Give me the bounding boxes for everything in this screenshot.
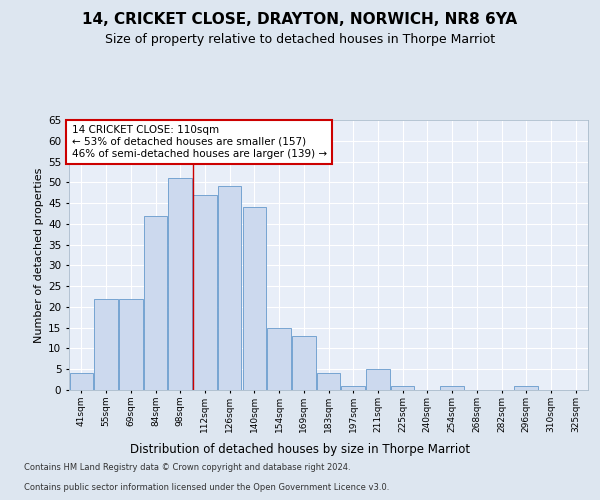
Text: Size of property relative to detached houses in Thorpe Marriot: Size of property relative to detached ho…: [105, 32, 495, 46]
Text: 14 CRICKET CLOSE: 110sqm
← 53% of detached houses are smaller (157)
46% of semi-: 14 CRICKET CLOSE: 110sqm ← 53% of detach…: [71, 126, 327, 158]
Bar: [317, 374, 340, 390]
Bar: [193, 195, 217, 390]
Bar: [292, 336, 316, 390]
Bar: [242, 207, 266, 390]
Bar: [169, 178, 192, 390]
Bar: [119, 298, 143, 390]
Bar: [144, 216, 167, 390]
Text: Contains public sector information licensed under the Open Government Licence v3: Contains public sector information licen…: [24, 484, 389, 492]
Bar: [341, 386, 365, 390]
Text: 14, CRICKET CLOSE, DRAYTON, NORWICH, NR8 6YA: 14, CRICKET CLOSE, DRAYTON, NORWICH, NR8…: [82, 12, 518, 28]
Text: Distribution of detached houses by size in Thorpe Marriot: Distribution of detached houses by size …: [130, 442, 470, 456]
Bar: [94, 298, 118, 390]
Y-axis label: Number of detached properties: Number of detached properties: [34, 168, 44, 342]
Bar: [366, 369, 389, 390]
Bar: [268, 328, 291, 390]
Bar: [440, 386, 464, 390]
Bar: [391, 386, 415, 390]
Bar: [218, 186, 241, 390]
Bar: [70, 374, 93, 390]
Text: Contains HM Land Registry data © Crown copyright and database right 2024.: Contains HM Land Registry data © Crown c…: [24, 464, 350, 472]
Bar: [514, 386, 538, 390]
